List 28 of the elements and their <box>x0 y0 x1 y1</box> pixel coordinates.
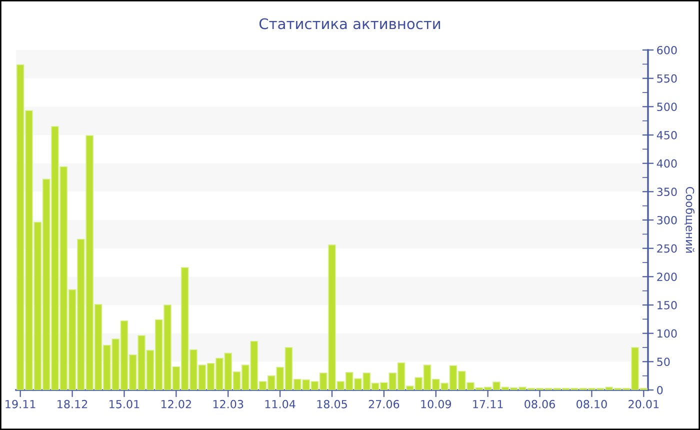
y-tick-label: 50 <box>657 358 670 366</box>
y-axis-title: Сообщений <box>684 187 695 253</box>
x-tick-label: 27.06 <box>368 400 400 408</box>
y-tick-label: 250 <box>657 244 677 253</box>
y-tick-label: 0 <box>657 386 663 394</box>
x-tick-label: 18.05 <box>317 400 347 408</box>
x-tick-label: 12.03 <box>213 400 244 408</box>
y-tick-label: 400 <box>656 159 677 168</box>
chart-title: Статистика активности <box>259 18 440 30</box>
x-tick-label: 18.12 <box>58 400 88 408</box>
y-tick-label: 550 <box>657 74 677 83</box>
x-tick-label: 15.01 <box>110 400 140 408</box>
y-tick-label: 600 <box>657 46 677 54</box>
x-tick-label: 17.11 <box>473 400 503 408</box>
y-tick-label: 500 <box>657 102 677 112</box>
x-tick-label: 11.04 <box>265 400 296 408</box>
x-tick-label: 10.09 <box>421 400 452 408</box>
x-tick-label: 19.11 <box>6 400 36 408</box>
y-tick-label: 200 <box>657 272 677 282</box>
y-tick-label: 150 <box>658 300 677 310</box>
y-tick-label: 100 <box>658 329 677 338</box>
x-tick-label: 12.02 <box>161 400 191 408</box>
y-tick-label: 300 <box>657 216 677 224</box>
x-tick-label: 20.01 <box>628 400 659 408</box>
y-tick-label: 350 <box>657 188 677 196</box>
y-tick-label: 450 <box>656 130 677 140</box>
x-tick-label: 08.06 <box>524 400 555 408</box>
x-tick-label: 08.10 <box>576 400 607 408</box>
